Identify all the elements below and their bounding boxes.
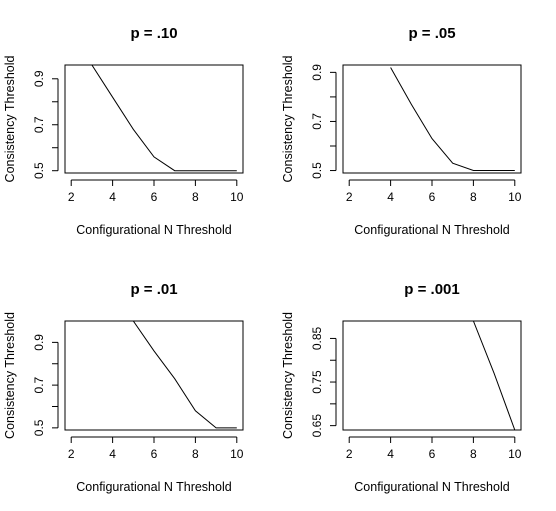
x-axis-title: Configurational N Threshold: [76, 480, 231, 494]
x-tick-label: 6: [151, 190, 158, 204]
chart-title: p = .001: [404, 281, 459, 298]
x-tick-label: 4: [387, 447, 394, 461]
x-tick-label: 2: [68, 447, 75, 461]
y-axis-title: Consistency Threshold: [3, 55, 17, 182]
x-axis-title: Configurational N Threshold: [76, 223, 231, 237]
x-tick-label: 8: [470, 190, 477, 204]
y-tick-label: 0.5: [310, 162, 324, 179]
x-axis-title: Configurational N Threshold: [354, 480, 509, 494]
y-tick-label: 0.9: [32, 70, 46, 87]
chart-title: p = .10: [130, 25, 177, 42]
y-axis-title: Consistency Threshold: [281, 312, 295, 439]
series-line: [132, 321, 237, 429]
series-line: [390, 67, 515, 171]
chart-title: p = .05: [408, 25, 455, 42]
y-tick-label: 0.7: [32, 116, 46, 133]
x-tick-label: 6: [429, 447, 436, 461]
x-tick-label: 8: [192, 190, 199, 204]
y-tick-label: 0.7: [32, 376, 46, 393]
x-tick-label: 10: [230, 447, 244, 461]
plot-frame: [64, 320, 244, 431]
y-axis-title: Consistency Threshold: [281, 55, 295, 182]
x-tick-label: 10: [230, 190, 244, 204]
y-tick-label: 0.9: [310, 64, 324, 81]
x-tick-label: 6: [151, 447, 158, 461]
chart-title: p = .01: [130, 281, 177, 298]
x-tick-label: 4: [387, 190, 394, 204]
plot-frame: [342, 64, 522, 174]
x-tick-label: 2: [346, 447, 353, 461]
panel-1: p = .10 2 4 6 8 10 0.5 0.7 0.9 Configurational N …: [3, 25, 244, 237]
y-tick-label: 0.5: [32, 419, 46, 436]
series-line: [91, 65, 237, 172]
panel-3: p = .01 2 4 6 8 10 0.5 0.7 0.9 Configurational N …: [3, 281, 244, 494]
panel-4: p = .001 2 4 6 8 10 0.65 0.75 0.85 Configurationa…: [281, 281, 522, 494]
plot-frame: [342, 320, 522, 431]
y-tick-label: 0.9: [32, 334, 46, 351]
series-line: [472, 321, 516, 430]
y-tick-label: 0.5: [32, 162, 46, 179]
y-tick-label: 0.85: [310, 326, 324, 350]
y-tick-label: 0.75: [310, 370, 324, 394]
y-axis-title: Consistency Threshold: [3, 312, 17, 439]
y-tick-label: 0.65: [310, 414, 324, 438]
x-tick-label: 6: [429, 190, 436, 204]
x-tick-label: 10: [508, 190, 522, 204]
x-tick-label: 10: [508, 447, 522, 461]
x-tick-label: 4: [109, 447, 116, 461]
y-tick-label: 0.7: [310, 113, 324, 130]
x-tick-label: 4: [109, 190, 116, 204]
x-tick-label: 8: [470, 447, 477, 461]
x-tick-label: 2: [68, 190, 75, 204]
plot-frame: [64, 64, 244, 174]
x-tick-label: 2: [346, 190, 353, 204]
x-tick-label: 8: [192, 447, 199, 461]
panel-2: p = .05 2 4 6 8 10 0.5 0.7 0.9 Configurational N …: [281, 25, 522, 237]
x-axis-title: Configurational N Threshold: [354, 223, 509, 237]
